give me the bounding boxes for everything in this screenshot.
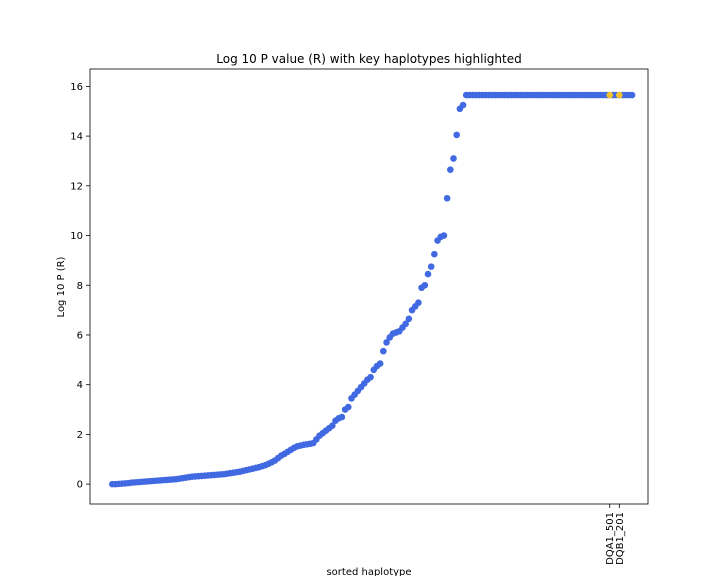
y-tick-label: 10: [70, 231, 83, 242]
y-tick-label: 12: [70, 181, 83, 192]
haplotype-point: [453, 131, 460, 139]
x-axis-label: sorted haplotype: [326, 567, 411, 576]
haplotype-point: [421, 281, 429, 289]
y-tick-label: 6: [77, 330, 83, 341]
haplotype-point: [383, 339, 390, 346]
key-haplotype-point: [616, 91, 623, 99]
y-tick-label: 8: [77, 281, 83, 292]
haplotype-point: [447, 166, 454, 173]
y-tick-label: 14: [70, 132, 83, 143]
haplotype-point: [459, 101, 467, 109]
chart-title: Log 10 P value (R) with key haplotypes h…: [216, 52, 521, 66]
y-tick-label: 16: [70, 82, 83, 93]
y-axis-label: Log 10 P (R): [56, 256, 67, 317]
haplotype-point: [415, 299, 422, 306]
key-haplotype-point: [606, 91, 614, 99]
haplotype-point: [329, 422, 336, 430]
haplotype-point: [405, 315, 413, 323]
y-axis: 0 2 4 6 8 10 12 14 16: [70, 82, 90, 491]
haplotype-point: [338, 413, 346, 421]
base-series: [109, 91, 636, 488]
haplotype-point: [440, 232, 448, 239]
haplotype-point: [344, 403, 352, 411]
haplotype-point: [376, 360, 384, 367]
haplotype-point: [427, 263, 435, 270]
haplotype-point: [402, 320, 409, 328]
haplotype-point: [424, 270, 432, 278]
haplotype-point: [628, 91, 636, 99]
haplotype-point: [367, 373, 374, 381]
y-tick-label: 0: [77, 480, 83, 491]
x-tick-label: DQB1_201: [615, 512, 626, 565]
plot-area-frame: [89, 68, 649, 505]
y-tick-label: 2: [77, 430, 83, 441]
haplotype-point: [443, 194, 451, 202]
haplotype-point: [380, 347, 387, 355]
haplotype-point: [431, 250, 438, 258]
x-tick-label: DQA1_501: [605, 512, 616, 565]
haplotype-point: [450, 155, 457, 162]
y-tick-label: 4: [77, 380, 83, 391]
key-series: [606, 91, 623, 99]
